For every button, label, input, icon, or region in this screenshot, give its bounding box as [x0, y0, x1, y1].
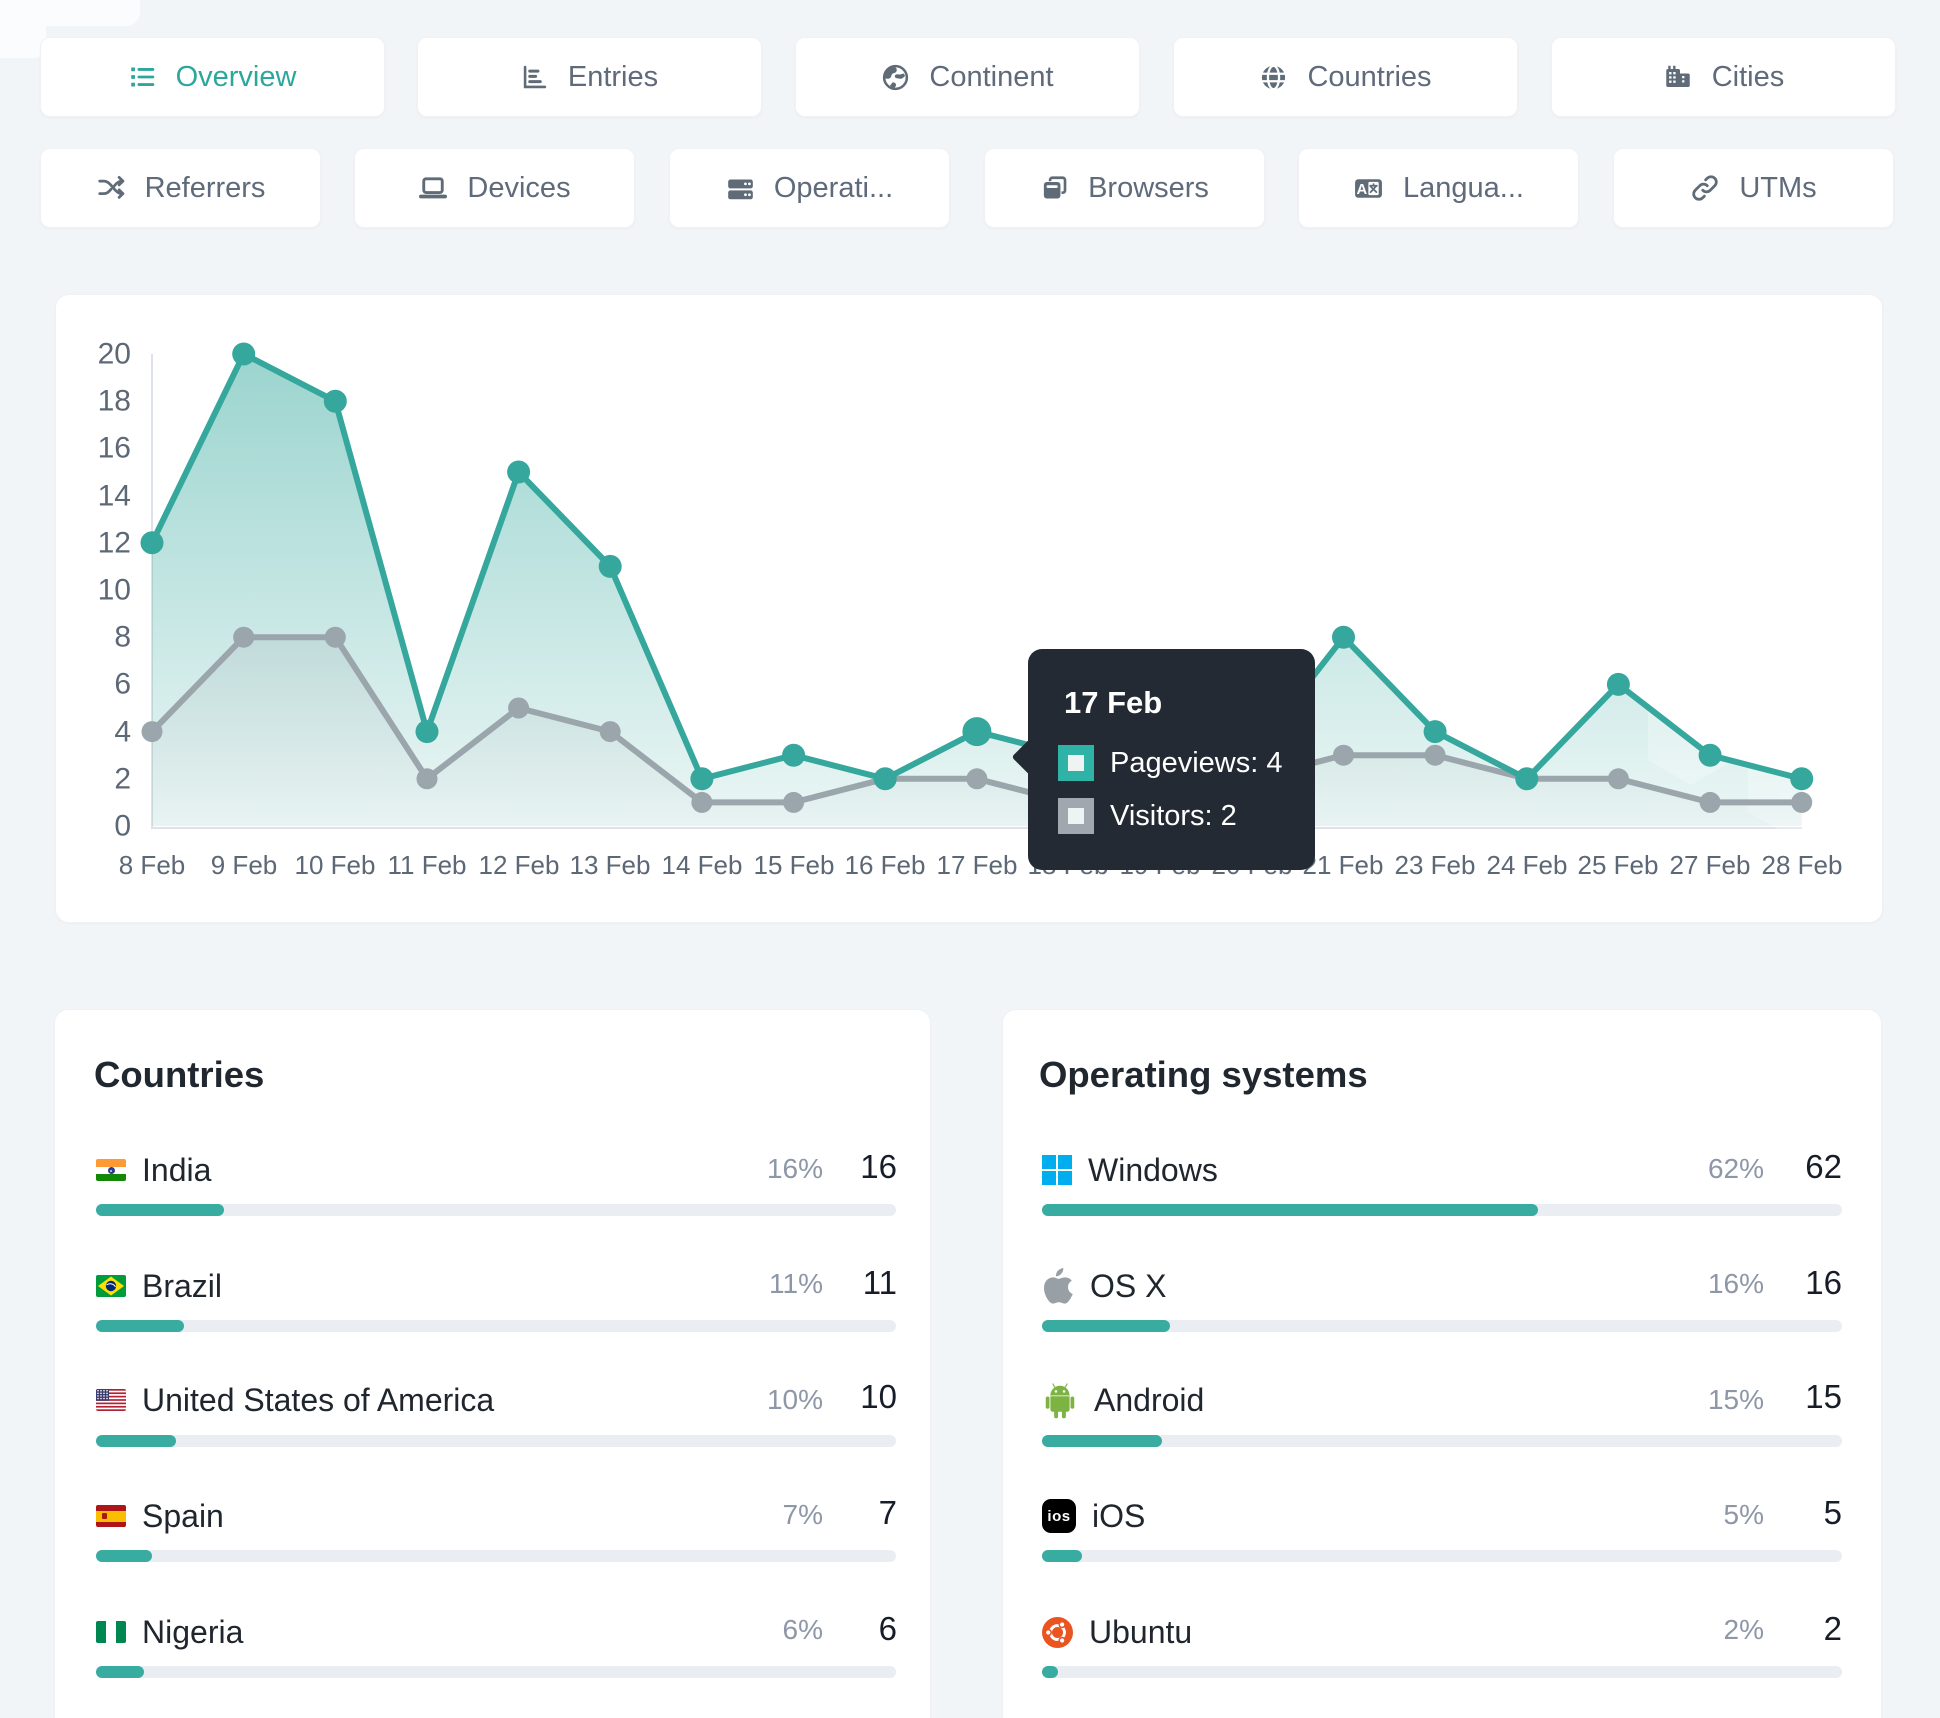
svg-text:6: 6: [114, 668, 131, 701]
svg-text:8 Feb: 8 Feb: [119, 850, 186, 880]
svg-text:20: 20: [98, 338, 131, 371]
svg-text:14: 14: [98, 480, 131, 513]
svg-text:21 Feb: 21 Feb: [1303, 850, 1384, 880]
svg-text:A: A: [1357, 182, 1368, 198]
svg-text:12 Feb: 12 Feb: [479, 850, 560, 880]
svg-text:11 Feb: 11 Feb: [387, 850, 466, 880]
svg-text:9 Feb: 9 Feb: [211, 850, 278, 880]
svg-text:14 Feb: 14 Feb: [662, 850, 743, 880]
svg-text:28 Feb: 28 Feb: [1762, 850, 1843, 880]
svg-text:8: 8: [114, 621, 131, 654]
svg-text:18: 18: [98, 385, 131, 418]
svg-text:23 Feb: 23 Feb: [1395, 850, 1476, 880]
svg-text:0: 0: [114, 810, 131, 843]
svg-text:24 Feb: 24 Feb: [1487, 850, 1568, 880]
svg-text:4: 4: [114, 716, 131, 749]
svg-text:17 Feb: 17 Feb: [937, 850, 1018, 880]
svg-text:16 Feb: 16 Feb: [845, 850, 926, 880]
svg-text:27 Feb: 27 Feb: [1670, 850, 1751, 880]
svg-text:16: 16: [98, 432, 131, 465]
svg-text:15 Feb: 15 Feb: [754, 850, 835, 880]
svg-text:13 Feb: 13 Feb: [570, 850, 651, 880]
svg-text:2: 2: [114, 763, 131, 796]
svg-text:10 Feb: 10 Feb: [295, 850, 376, 880]
svg-text:10: 10: [98, 574, 131, 607]
svg-text:12: 12: [98, 527, 131, 560]
svg-text:25 Feb: 25 Feb: [1578, 850, 1659, 880]
